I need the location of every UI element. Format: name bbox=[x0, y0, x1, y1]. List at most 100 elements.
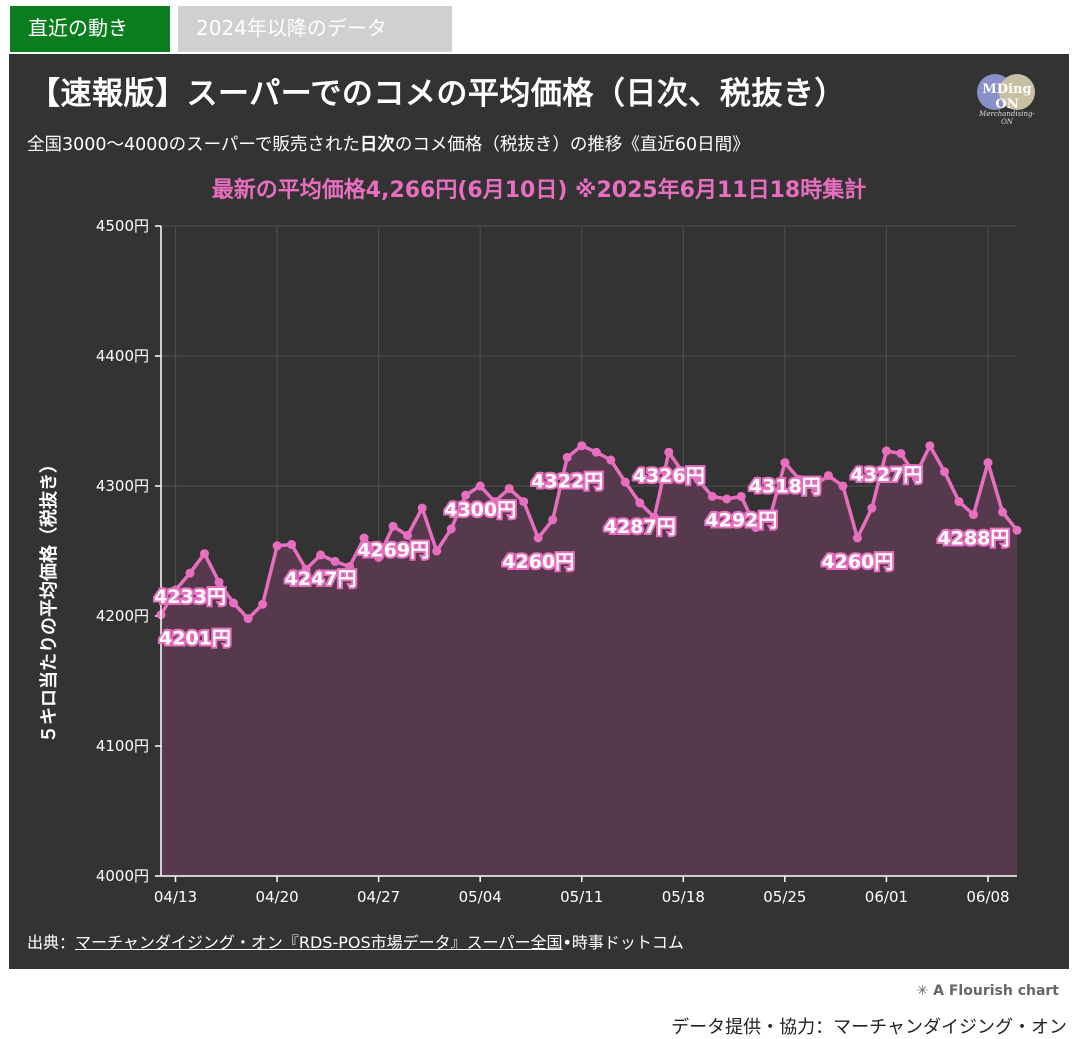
source-suffix: •時事ドットコム bbox=[562, 933, 684, 952]
data-point bbox=[678, 468, 688, 478]
data-point bbox=[823, 471, 833, 481]
subtitle-bold: 日次 bbox=[359, 135, 395, 155]
y-tick-label: 4400円 bbox=[96, 347, 149, 365]
y-tick-label: 4300円 bbox=[96, 477, 149, 495]
source-line: 出典：マーチャンダイジング・オン『RDS-POS市場データ』スーパー全国•時事ド… bbox=[27, 929, 684, 953]
x-tick-label: 05/11 bbox=[560, 888, 603, 906]
x-tick-label: 05/04 bbox=[459, 888, 502, 906]
data-point bbox=[780, 458, 790, 468]
data-label: 4260円 bbox=[821, 551, 893, 573]
data-point bbox=[171, 585, 180, 595]
data-label: 4287円 bbox=[604, 516, 676, 538]
data-point bbox=[620, 477, 630, 487]
x-tick-label: 04/27 bbox=[357, 888, 400, 906]
data-point bbox=[910, 471, 920, 481]
data-point bbox=[243, 614, 253, 624]
data-point bbox=[490, 497, 500, 507]
series-area bbox=[161, 445, 1017, 876]
chart-subtitle: 全国3000～4000のスーパーで販売された日次のコメ価格（税抜き）の推移《直近… bbox=[27, 131, 750, 156]
data-point bbox=[388, 521, 398, 531]
data-point bbox=[475, 481, 485, 491]
y-tick-label: 4000円 bbox=[96, 867, 149, 885]
flourish-asterisk-icon: ✳ bbox=[916, 983, 929, 999]
data-point bbox=[998, 507, 1007, 517]
data-point bbox=[765, 511, 775, 521]
data-label: 4322円 bbox=[531, 470, 603, 492]
data-point bbox=[272, 541, 282, 551]
data-point bbox=[461, 490, 471, 500]
source-prefix: 出典： bbox=[27, 933, 76, 952]
chart-panel: 【速報版】スーパーでのコメの平均価格（日次、税抜き） MDing ON Merc… bbox=[9, 54, 1069, 969]
data-point bbox=[794, 475, 804, 484]
x-tick-label: 06/01 bbox=[865, 888, 908, 906]
y-tick-label: 4200円 bbox=[96, 607, 149, 625]
data-point bbox=[896, 449, 906, 458]
data-point bbox=[983, 458, 993, 468]
data-label: 4327円 bbox=[850, 464, 922, 486]
data-point bbox=[403, 530, 413, 540]
logo-text: MDing ON bbox=[982, 82, 1032, 112]
data-point bbox=[229, 598, 238, 608]
chart-title: 【速報版】スーパーでのコメの平均価格（日次、税抜き） bbox=[29, 76, 846, 112]
data-point bbox=[751, 523, 761, 533]
data-point bbox=[200, 549, 209, 559]
merchandising-on-logo: MDing ON Merchandising-ON bbox=[975, 74, 1039, 126]
data-point bbox=[374, 553, 384, 562]
data-point bbox=[1012, 525, 1022, 535]
data-point bbox=[446, 524, 456, 534]
data-point bbox=[606, 455, 616, 465]
data-point bbox=[432, 546, 442, 556]
x-tick-label: 04/13 bbox=[154, 888, 197, 906]
data-point bbox=[940, 467, 949, 477]
price-chart: 4000円 4100円 4200円 4300円 4400円 4500円 04/13 04/20… bbox=[96, 217, 1022, 906]
data-label: 4260円 bbox=[502, 551, 574, 573]
y-tick-label: 4500円 bbox=[96, 217, 149, 235]
data-point bbox=[214, 577, 224, 587]
data-point bbox=[258, 599, 268, 609]
data-label: 4201円 bbox=[159, 628, 231, 650]
data-point bbox=[969, 510, 978, 520]
data-point bbox=[693, 475, 703, 484]
latest-price-headline: 最新の平均価格4,266円(6月10日) ※2025年6月11日18時集計 bbox=[211, 178, 867, 203]
x-tick-label: 06/08 bbox=[966, 888, 1009, 906]
x-tick-label: 04/20 bbox=[255, 888, 298, 906]
data-point bbox=[809, 481, 819, 491]
data-point bbox=[649, 512, 659, 522]
data-point bbox=[504, 484, 514, 494]
data-point bbox=[316, 550, 326, 560]
data-credit: データ提供・協力：マーチャンダイジング・オン bbox=[671, 1017, 1067, 1038]
data-point bbox=[591, 447, 601, 457]
data-point bbox=[577, 441, 587, 451]
data-label: 4318円 bbox=[749, 476, 821, 498]
source-link[interactable]: マーチャンダイジング・オン『RDS-POS市場データ』スーパー全国 bbox=[75, 933, 563, 952]
data-point bbox=[736, 491, 746, 501]
data-point bbox=[330, 556, 340, 566]
data-label: 4300円 bbox=[444, 499, 516, 521]
logo-subtext: Merchandising-ON bbox=[979, 110, 1035, 126]
y-tick-label: 4100円 bbox=[96, 737, 149, 755]
data-point bbox=[301, 564, 311, 574]
data-point bbox=[722, 494, 732, 504]
data-point bbox=[519, 497, 529, 507]
data-label: 4288円 bbox=[938, 528, 1010, 550]
data-point bbox=[345, 562, 355, 572]
subtitle-pre: 全国3000～4000のスーパーで販売された bbox=[27, 135, 360, 155]
data-label: 4269円 bbox=[357, 539, 429, 561]
data-label: 4326円 bbox=[633, 465, 705, 487]
tab-recent[interactable]: 直近の動き bbox=[10, 6, 170, 52]
data-label: 4292円 bbox=[705, 509, 777, 531]
tab-since-2024[interactable]: 2024年以降のデータ bbox=[178, 6, 452, 52]
flourish-credit[interactable]: ✳ A Flourish chart bbox=[917, 983, 1059, 999]
x-tick-label: 05/18 bbox=[662, 888, 705, 906]
data-point bbox=[881, 446, 891, 456]
flourish-text: A Flourish chart bbox=[933, 983, 1059, 999]
data-point bbox=[954, 497, 964, 507]
data-point bbox=[635, 498, 645, 508]
data-point bbox=[359, 533, 369, 543]
data-label: 4233円 bbox=[154, 586, 226, 608]
data-point bbox=[548, 515, 558, 525]
data-point bbox=[925, 441, 935, 451]
data-point bbox=[562, 452, 572, 462]
data-label: 4247円 bbox=[285, 568, 357, 590]
data-point bbox=[533, 533, 543, 543]
